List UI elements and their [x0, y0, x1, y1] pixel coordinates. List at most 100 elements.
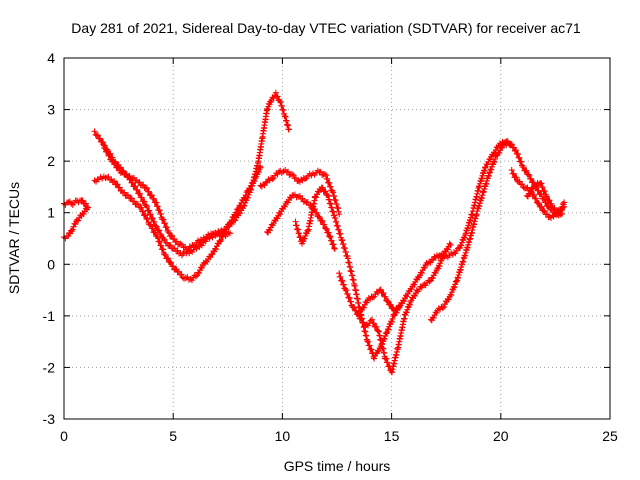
data-point [448, 292, 455, 299]
data-point [79, 197, 86, 204]
data-point [541, 188, 548, 195]
data-point [426, 258, 433, 265]
data-point [177, 240, 184, 247]
data-point [326, 179, 333, 186]
data-point [403, 309, 410, 316]
data-point [163, 224, 170, 231]
x-tick-label: 15 [384, 428, 400, 444]
data-point [167, 242, 174, 249]
data-point [491, 159, 498, 166]
data-point [94, 132, 101, 139]
data-point [241, 195, 248, 202]
data-point [319, 217, 326, 224]
data-point [323, 225, 330, 232]
data-point [266, 227, 273, 234]
data-point [323, 172, 330, 179]
data-point [85, 204, 92, 211]
y-tick-label: 1 [47, 205, 55, 221]
data-point [192, 273, 199, 280]
x-axis-label: GPS time / hours [284, 458, 391, 474]
data-point [325, 229, 332, 236]
data-point [100, 141, 107, 148]
y-tick-label: -1 [43, 308, 56, 324]
data-point [540, 207, 547, 214]
data-point [158, 242, 165, 249]
data-point [173, 238, 180, 245]
data-point [317, 168, 324, 175]
data-point [519, 181, 526, 188]
data-point [97, 135, 104, 142]
data-point [408, 286, 415, 293]
data-point [146, 207, 153, 214]
data-point [154, 234, 161, 241]
data-point [451, 249, 458, 256]
y-tick-label: -2 [43, 359, 56, 375]
data-point [339, 277, 346, 284]
data-point [363, 321, 370, 328]
data-point [461, 234, 468, 241]
data-point [344, 291, 351, 298]
data-point [365, 338, 372, 345]
data-point [380, 290, 387, 297]
x-tick-label: 20 [493, 428, 509, 444]
data-point [315, 213, 322, 220]
data-point [510, 170, 517, 177]
data-point [301, 235, 308, 242]
data-point [82, 200, 89, 207]
y-tick-label: 4 [47, 50, 55, 66]
data-point [508, 141, 515, 148]
data-point [132, 183, 139, 190]
data-point [72, 221, 79, 228]
data-point [428, 257, 435, 264]
y-tick-label: -3 [43, 411, 56, 427]
data-point [80, 211, 87, 218]
data-point [330, 241, 337, 248]
data-point [429, 275, 436, 282]
data-point [165, 255, 172, 262]
data-point [134, 200, 141, 207]
data-point [247, 185, 254, 192]
data-point [257, 164, 264, 171]
data-point [140, 208, 147, 215]
data-point [446, 240, 453, 247]
data-point [106, 152, 113, 159]
data-point [165, 229, 172, 236]
data-point [411, 281, 418, 288]
data-point [368, 316, 375, 323]
data-point [403, 293, 410, 300]
data-points [61, 89, 568, 376]
data-point [292, 174, 299, 181]
data-point [340, 281, 347, 288]
data-point [178, 271, 185, 278]
data-point [381, 335, 388, 342]
data-point [382, 330, 389, 337]
data-point [302, 176, 309, 183]
data-point [232, 212, 239, 219]
data-point [112, 161, 119, 168]
data-point [110, 158, 117, 165]
data-point [441, 303, 448, 310]
data-point [175, 268, 182, 275]
data-point [324, 176, 331, 183]
data-point [366, 342, 373, 349]
data-point [102, 145, 109, 152]
data-point [539, 184, 546, 191]
data-point [154, 203, 161, 210]
data-point [508, 167, 515, 174]
data-point [296, 192, 303, 199]
data-point [384, 359, 391, 366]
data-point [354, 311, 361, 318]
data-point [274, 93, 281, 100]
data-point [256, 163, 263, 170]
data-point [347, 298, 354, 305]
data-point [452, 278, 459, 285]
data-point [304, 227, 311, 234]
data-point [432, 270, 439, 277]
data-point [324, 192, 331, 199]
data-point [336, 270, 343, 277]
data-point [304, 199, 311, 206]
data-point [115, 164, 122, 171]
data-point [104, 149, 111, 156]
data-point [137, 190, 144, 197]
